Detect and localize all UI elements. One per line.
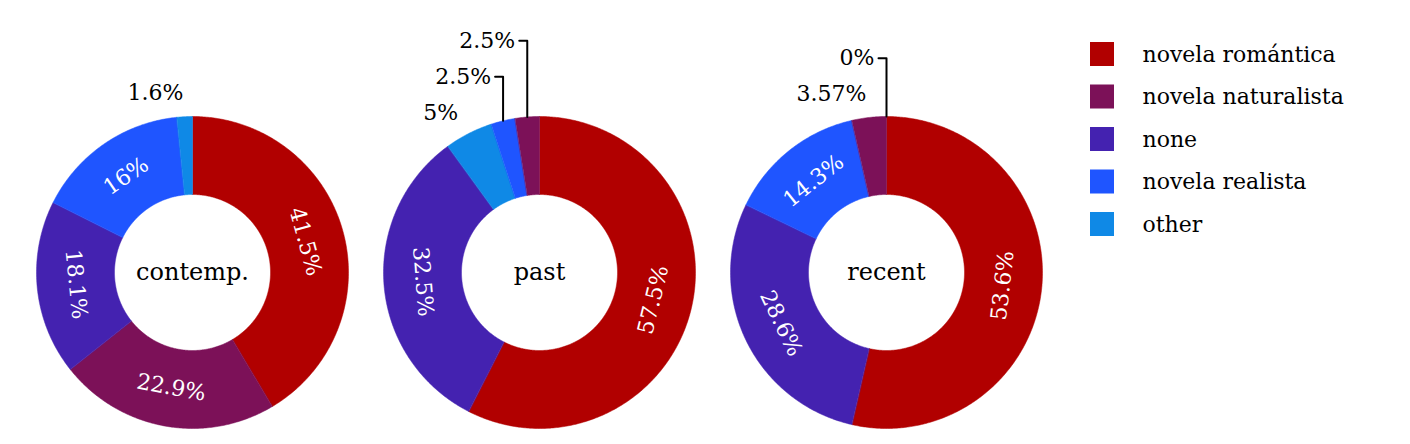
svg-text:5%: 5% bbox=[423, 100, 458, 125]
svg-text:other: other bbox=[1143, 212, 1203, 237]
svg-text:none: none bbox=[1143, 127, 1198, 152]
svg-text:1.6%: 1.6% bbox=[128, 80, 184, 105]
svg-text:22.9%: 22.9% bbox=[135, 368, 208, 405]
svg-text:28.6%: 28.6% bbox=[755, 286, 808, 360]
svg-text:2.5%: 2.5% bbox=[459, 28, 515, 53]
svg-text:recent: recent bbox=[847, 258, 926, 286]
svg-text:14.3%: 14.3% bbox=[778, 149, 848, 212]
svg-text:0%: 0% bbox=[840, 45, 875, 70]
svg-text:past: past bbox=[514, 258, 566, 286]
svg-text:novela romántica: novela romántica bbox=[1143, 42, 1336, 67]
svg-text:41.5%: 41.5% bbox=[284, 204, 327, 278]
svg-text:contemp.: contemp. bbox=[136, 258, 249, 286]
svg-text:novela naturalista: novela naturalista bbox=[1143, 84, 1344, 109]
svg-text:2.5%: 2.5% bbox=[435, 64, 491, 89]
svg-text:32.5%: 32.5% bbox=[408, 246, 438, 318]
svg-text:18.1%: 18.1% bbox=[61, 248, 93, 320]
svg-text:57.5%: 57.5% bbox=[633, 263, 674, 337]
svg-text:3.57%: 3.57% bbox=[797, 81, 867, 106]
svg-text:novela realista: novela realista bbox=[1143, 169, 1307, 194]
svg-text:53.6%: 53.6% bbox=[986, 249, 1019, 321]
svg-text:16%: 16% bbox=[99, 152, 153, 200]
